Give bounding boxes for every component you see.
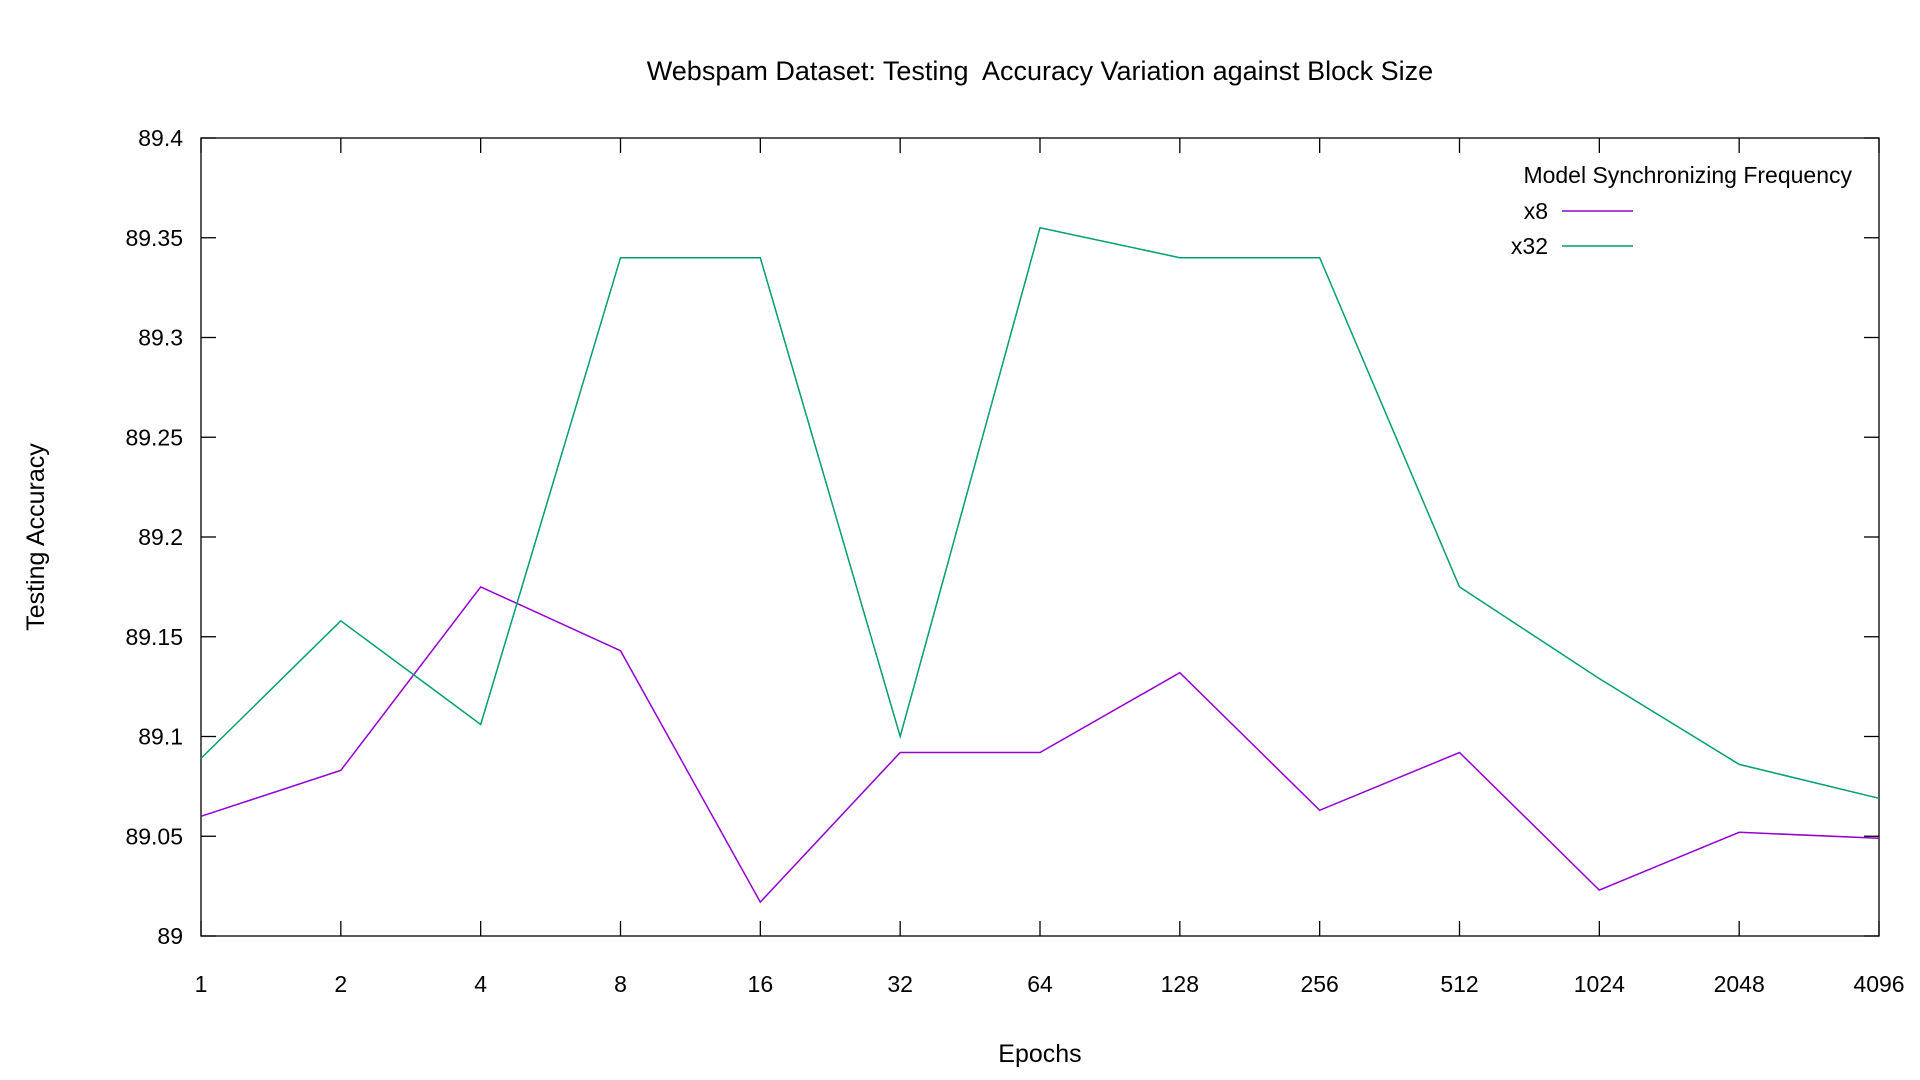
y-tick-label: 89.1 xyxy=(138,724,183,750)
y-tick-label: 89.2 xyxy=(138,524,183,550)
x-tick-label: 256 xyxy=(1300,971,1338,997)
x-tick-label: 4 xyxy=(474,971,487,997)
x-tick-label: 128 xyxy=(1161,971,1199,997)
series-line-x8 xyxy=(200,585,1880,904)
x-tick-label: 2 xyxy=(334,971,347,997)
x-axis-label: Epochs xyxy=(998,1040,1081,1068)
x-tick-label: 1024 xyxy=(1574,971,1625,997)
x-tick-label: 64 xyxy=(1027,971,1053,997)
series-line-x32 xyxy=(200,226,1880,800)
x-tick-label: 1 xyxy=(195,971,208,997)
plot-area-frame xyxy=(200,137,1880,937)
chart-title: Webspam Dataset: Testing Accuracy Variat… xyxy=(647,56,1433,86)
x-tick-label: 8 xyxy=(614,971,627,997)
legend-label-x32: x32 xyxy=(1511,233,1548,259)
y-tick-label: 89.35 xyxy=(125,225,183,251)
y-tick-label: 89.25 xyxy=(125,424,183,450)
x-tick-label: 32 xyxy=(887,971,913,997)
y-tick-label: 89.3 xyxy=(138,325,183,351)
x-tick-label: 4096 xyxy=(1853,971,1904,997)
y-axis-label: Testing Accuracy xyxy=(22,443,50,631)
x-tick-label: 512 xyxy=(1440,971,1478,997)
x-tick-label: 2048 xyxy=(1714,971,1765,997)
y-tick-label: 89.4 xyxy=(138,125,183,151)
y-tick-label: 89 xyxy=(157,923,183,949)
y-tick-label: 89.05 xyxy=(125,823,183,849)
legend: Model Synchronizing Frequency x8 x32 xyxy=(1511,162,1853,259)
y-tick-label: 89.15 xyxy=(125,624,183,650)
legend-label-x8: x8 xyxy=(1524,198,1548,224)
legend-title: Model Synchronizing Frequency xyxy=(1523,162,1852,188)
series-lines xyxy=(200,226,1880,904)
x-tick-label: 16 xyxy=(748,971,774,997)
